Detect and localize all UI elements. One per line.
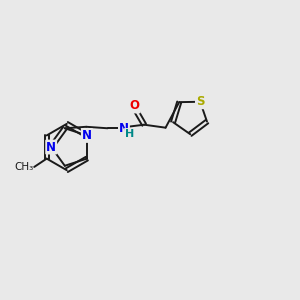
Text: N: N [119, 122, 129, 135]
Text: N: N [46, 140, 56, 154]
Text: S: S [196, 95, 204, 108]
Text: H: H [125, 129, 134, 139]
Text: N: N [82, 129, 92, 142]
Text: O: O [130, 100, 140, 112]
Text: CH₃: CH₃ [14, 162, 33, 172]
